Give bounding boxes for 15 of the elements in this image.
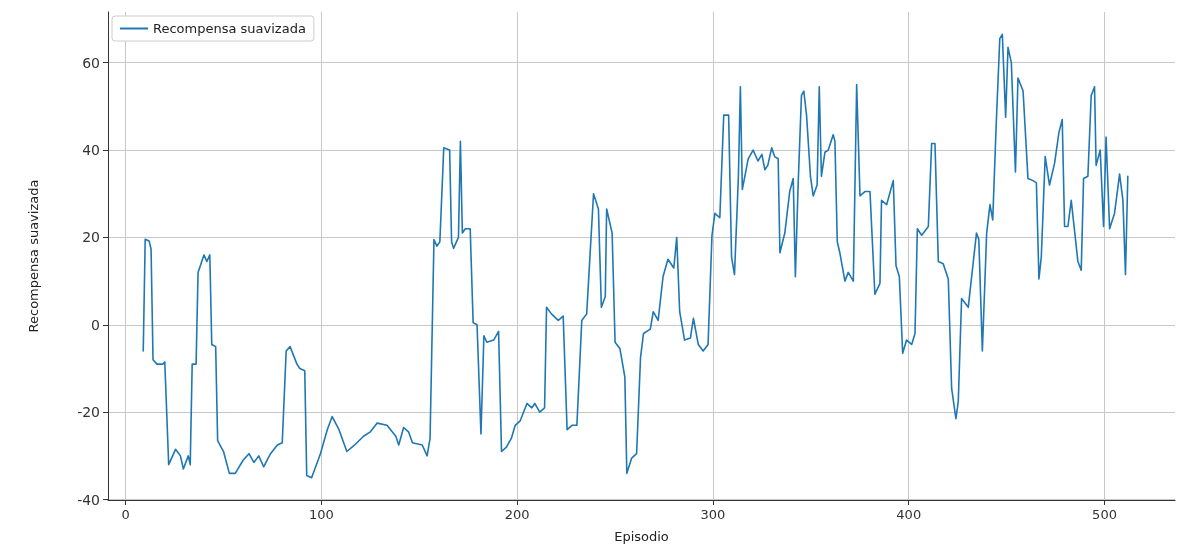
x-tick-label: 100 [308,507,334,522]
x-axis-title: Episodio [614,529,669,544]
y-tick-label: 40 [82,142,100,159]
x-tick-label: 0 [121,507,130,522]
x-tick-label: 400 [896,507,922,522]
y-tick-label: 20 [82,229,100,246]
y-axis-title: Recompensa suavizada [26,179,41,333]
x-tick-label: 200 [504,507,530,522]
legend-label: Recompensa suavizada [153,21,306,36]
x-tick-label: 300 [700,507,726,522]
y-tick-label: -20 [77,404,100,421]
y-tick-label: 0 [91,316,100,333]
y-tick-label: -40 [77,491,100,508]
y-tick-label: 60 [82,54,100,71]
x-tick-label: 500 [1092,507,1117,522]
